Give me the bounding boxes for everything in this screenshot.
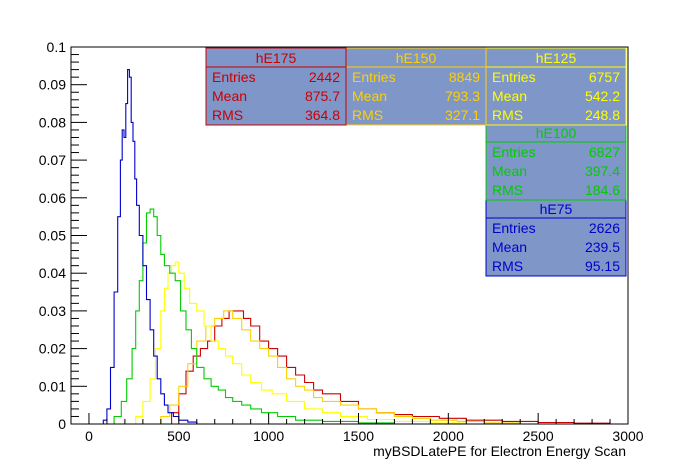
x-tick-label: 1500 xyxy=(343,428,374,444)
stat-label-mean: Mean xyxy=(212,88,247,104)
stat-value-entries: 8849 xyxy=(449,69,480,85)
y-tick-label: 0.08 xyxy=(39,114,66,130)
y-tick-label: 0.04 xyxy=(39,265,66,281)
stat-value-rms: 327.1 xyxy=(445,107,480,123)
series-hE75 xyxy=(89,69,628,425)
y-tick-label: 0 xyxy=(58,416,66,432)
stat-value-mean: 542.2 xyxy=(585,88,620,104)
x-tick-label: 2500 xyxy=(523,428,554,444)
stat-box-title: hE100 xyxy=(536,125,577,141)
stat-label-entries: Entries xyxy=(492,144,536,160)
stat-box-title: hE75 xyxy=(540,201,573,217)
stat-label-mean: Mean xyxy=(492,163,527,179)
stat-label-rms: RMS xyxy=(492,258,523,274)
x-axis: 0 500 1000 1500 2000 2500 3000 xyxy=(85,413,644,444)
stat-label-entries: Entries xyxy=(492,69,536,85)
stat-value-rms: 364.8 xyxy=(305,107,340,123)
stat-box-title: hE150 xyxy=(396,50,437,66)
y-tick-label: 0.06 xyxy=(39,190,66,206)
stat-value-entries: 6827 xyxy=(589,144,620,160)
stat-value-mean: 875.7 xyxy=(305,88,340,104)
y-tick-label: 0.07 xyxy=(39,152,66,168)
stat-box-body xyxy=(485,217,627,277)
stat-value-mean: 397.4 xyxy=(585,163,620,179)
stat-label-mean: Mean xyxy=(492,88,527,104)
x-tick-label: 500 xyxy=(167,428,191,444)
x-tick-label: 0 xyxy=(85,428,93,444)
stat-value-rms: 95.15 xyxy=(585,258,620,274)
x-tick-label: 2000 xyxy=(433,428,464,444)
stat-value-mean: 793.3 xyxy=(445,88,480,104)
stat-label-rms: RMS xyxy=(352,107,383,123)
stat-label-entries: Entries xyxy=(492,220,536,236)
stat-label-rms: RMS xyxy=(492,107,523,123)
stat-value-entries: 6757 xyxy=(589,69,620,85)
stat-label-mean: Mean xyxy=(492,239,527,255)
stat-value-mean: 239.5 xyxy=(585,239,620,255)
stat-box-body xyxy=(205,66,347,126)
series-hE125 xyxy=(89,261,628,425)
stat-box-title: hE175 xyxy=(256,50,297,66)
x-tick-label: 3000 xyxy=(612,428,643,444)
histogram-curves xyxy=(89,69,628,425)
stat-label-rms: RMS xyxy=(492,182,523,198)
y-tick-label: 0.01 xyxy=(39,378,66,394)
y-tick-label: 0.1 xyxy=(47,39,67,55)
stat-label-rms: RMS xyxy=(212,107,243,123)
series-hE175 xyxy=(89,310,628,425)
series-hE100 xyxy=(89,208,628,425)
stat-value-entries: 2626 xyxy=(589,220,620,236)
y-tick-label: 0.05 xyxy=(39,228,66,244)
x-axis-label: myBSDLatePE for Electron Energy Scan xyxy=(373,443,626,459)
stat-box-title: hE125 xyxy=(536,50,577,66)
stat-label-mean: Mean xyxy=(352,88,387,104)
stat-value-rms: 184.6 xyxy=(585,182,620,198)
y-axis: 0 0.01 0.02 0.03 0.04 0.05 0.06 0.07 0.08 0.09 0.1 xyxy=(39,39,87,432)
stat-value-entries: 2442 xyxy=(309,69,340,85)
stat-label-entries: Entries xyxy=(352,69,396,85)
series-hE150 xyxy=(89,310,628,425)
stat-box-body xyxy=(345,66,487,126)
y-tick-label: 0.02 xyxy=(39,341,66,357)
stat-box-body xyxy=(485,66,627,126)
stat-value-rms: 248.8 xyxy=(585,107,620,123)
stat-label-entries: Entries xyxy=(212,69,256,85)
stat-box-body xyxy=(485,141,627,201)
x-tick-label: 1000 xyxy=(253,428,284,444)
y-tick-label: 0.09 xyxy=(39,77,66,93)
y-tick-label: 0.03 xyxy=(39,303,66,319)
